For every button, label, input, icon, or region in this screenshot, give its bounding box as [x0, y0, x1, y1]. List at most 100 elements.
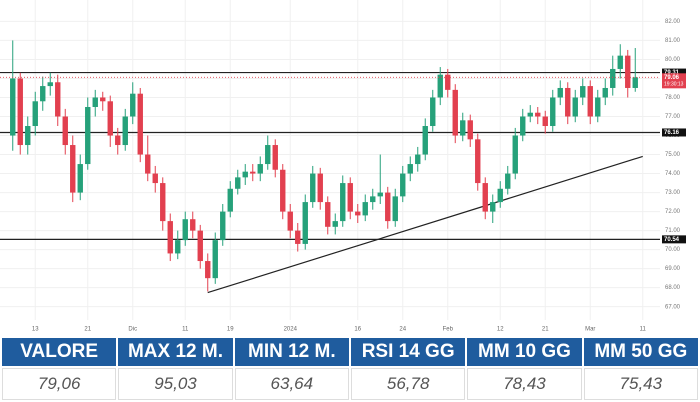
candle-body [505, 173, 511, 189]
price-tag: 70.54 [664, 237, 680, 243]
x-tick-label: 12 [497, 327, 504, 333]
candle-body [557, 87, 563, 98]
candle-body [197, 230, 203, 262]
price-tag: 79.31 [664, 70, 680, 76]
chart: 82.0081.0080.0079.0078.0077.0076.0075.00… [0, 0, 686, 333]
candle-body [265, 145, 271, 165]
candle-body [325, 202, 331, 227]
candle-body [190, 219, 196, 231]
candle-body [40, 86, 46, 102]
candle-body [235, 177, 241, 189]
candle-body [77, 164, 83, 193]
candle-body [595, 97, 601, 117]
candle-body [287, 211, 293, 231]
candle-body [445, 74, 451, 90]
candle-body [32, 101, 38, 127]
y-tick-label: 69.00 [665, 266, 681, 272]
candle-body [130, 93, 136, 117]
candle-body [250, 171, 256, 174]
candle-body [362, 202, 368, 216]
trendline [207, 155, 643, 294]
candle-body [242, 171, 248, 178]
candle-body [625, 55, 631, 88]
y-tick-label: 78.00 [665, 95, 681, 101]
candle-body [212, 240, 218, 279]
candle-body [272, 145, 278, 170]
y-tick-label: 81.00 [665, 38, 681, 44]
candle-body [430, 97, 436, 127]
y-tick-label: 80.00 [665, 57, 681, 63]
candle-body [460, 120, 466, 136]
y-tick-label: 74.00 [665, 171, 681, 177]
candle-body [527, 112, 533, 117]
candle-body [610, 68, 616, 88]
candle-body [542, 116, 548, 127]
candle-body [332, 221, 338, 227]
candle-body [572, 97, 578, 117]
candle-body [415, 154, 421, 165]
candle-body [550, 97, 556, 127]
x-tick-label: 21 [542, 327, 549, 333]
candle-body [182, 219, 188, 241]
candle-body [490, 202, 496, 212]
candle-body [137, 93, 143, 155]
header-row: VALORE MAX 12 M. MIN 12 M. RSI 14 GG MM 10 G… [2, 338, 698, 366]
value-cell: 56,78 [350, 368, 466, 400]
candle-body [452, 89, 458, 136]
candle-body [580, 86, 586, 98]
y-tick-label: 71.00 [665, 228, 681, 234]
candle-body [317, 173, 323, 203]
candle-body [100, 97, 106, 102]
candle-body [602, 87, 608, 98]
candle-body [160, 183, 166, 222]
candle-body [400, 173, 406, 197]
candle-body [617, 55, 623, 69]
header-cell: VALORE [2, 338, 117, 366]
candle-body [437, 74, 443, 98]
candle-body [107, 101, 113, 136]
x-tick-label: 24 [399, 327, 406, 333]
candle-body [17, 78, 23, 146]
candle-body [407, 164, 413, 174]
candle-body [347, 183, 353, 212]
candle-body [370, 196, 376, 203]
candle-body [257, 164, 263, 174]
x-tick-label: 16 [354, 327, 361, 333]
countdown: 19:30:13 [664, 82, 684, 88]
y-tick-label: 73.00 [665, 190, 681, 196]
y-tick-label: 67.00 [665, 304, 681, 310]
candle-body [520, 116, 526, 136]
x-tick-label: Mar [585, 327, 595, 333]
candle-body [47, 82, 53, 87]
x-tick-label: 2024 [284, 327, 298, 333]
candle-body [377, 192, 383, 197]
candle-body [497, 188, 503, 203]
candle-body [422, 126, 428, 155]
y-tick-label: 68.00 [665, 285, 681, 291]
candle-body [632, 77, 638, 88]
stats-table: VALORE MAX 12 M. MIN 12 M. RSI 14 GG MM 10 G… [0, 336, 700, 402]
candle-body [205, 261, 211, 279]
candle-body [70, 145, 76, 193]
header-cell: MM 50 GG [583, 338, 698, 366]
price-tag-bg [662, 128, 686, 137]
candle-body [152, 173, 158, 184]
candle-body [392, 196, 398, 222]
value-row: 79,06 95,03 63,64 56,78 78,43 75,43 [2, 368, 698, 400]
candle-body [92, 97, 98, 107]
x-tick-label: Feb [443, 327, 454, 333]
candle-body [467, 120, 473, 140]
value-cell: 75,43 [583, 368, 698, 400]
candle-body [25, 126, 31, 146]
header-cell: MM 10 GG [467, 338, 582, 366]
y-tick-label: 70.00 [665, 247, 681, 253]
candle-body [565, 87, 571, 117]
x-tick-label: 21 [84, 327, 91, 333]
y-tick-label: 72.00 [665, 209, 681, 215]
value-cell: 78,43 [467, 368, 582, 400]
x-tick-label: 13 [32, 327, 39, 333]
candle-body [302, 202, 308, 244]
x-tick-label: Dic [128, 327, 137, 333]
candle-body [145, 154, 151, 174]
